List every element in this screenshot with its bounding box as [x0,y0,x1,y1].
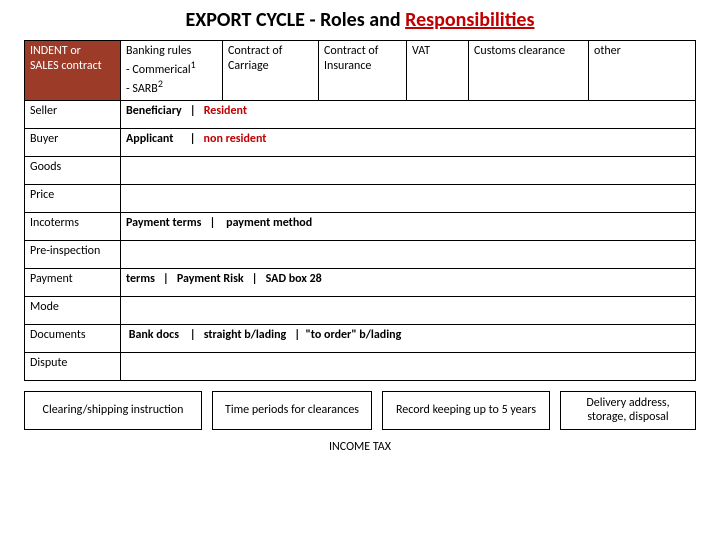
box-timeperiods: Time periods for clearances [212,391,372,430]
label-payment: Payment [25,269,121,297]
hdr-indent: INDENT orSALES contract [25,41,121,101]
cell-seller: Beneficiary | Resident [121,101,696,129]
row-incoterms: Incoterms Payment terms | payment method [25,213,696,241]
row-dispute: Dispute [25,353,696,381]
income-tax-label: INCOME TAX [24,440,696,454]
label-mode: Mode [25,297,121,325]
row-price: Price [25,185,696,213]
box-clearing: Clearing/shipping instruction [24,391,202,430]
row-documents: Documents Bank docs | straight b/lading … [25,325,696,353]
bottom-row: Clearing/shipping instruction Time perio… [24,391,696,430]
hdr-insurance: Contract ofInsurance [319,41,407,101]
row-buyer: Buyer Applicant | non resident [25,129,696,157]
cell-goods [121,157,696,185]
label-dispute: Dispute [25,353,121,381]
cell-price [121,185,696,213]
page-title: EXPORT CYCLE - Roles and Responsibilitie… [24,8,696,32]
cell-documents: Bank docs | straight b/lading | "to orde… [121,325,696,353]
hdr-banking: Banking rules - Commerical1 - SARB2 [121,41,223,101]
row-goods: Goods [25,157,696,185]
label-documents: Documents [25,325,121,353]
cell-preinspection [121,241,696,269]
roles-table: INDENT orSALES contract Banking rules - … [24,40,696,381]
box-recordkeeping: Record keeping up to 5 years [382,391,550,430]
cell-dispute [121,353,696,381]
title-pre: EXPORT CYCLE - Roles and [186,8,406,32]
row-preinspection: Pre-inspection [25,241,696,269]
hdr-customs: Customs clearance [469,41,589,101]
label-price: Price [25,185,121,213]
label-preinspection: Pre-inspection [25,241,121,269]
hdr-other: other [589,41,696,101]
cell-mode [121,297,696,325]
cell-incoterms: Payment terms | payment method [121,213,696,241]
label-incoterms: Incoterms [25,213,121,241]
row-seller: Seller Beneficiary | Resident [25,101,696,129]
cell-buyer: Applicant | non resident [121,129,696,157]
title-highlight: Responsibilities [405,8,534,32]
label-seller: Seller [25,101,121,129]
row-payment: Payment terms | Payment Risk | SAD box 2… [25,269,696,297]
cell-payment: terms | Payment Risk | SAD box 28 [121,269,696,297]
header-row: INDENT orSALES contract Banking rules - … [25,41,696,101]
hdr-carriage: Contract ofCarriage [223,41,319,101]
hdr-vat: VAT [407,41,469,101]
row-mode: Mode [25,297,696,325]
label-buyer: Buyer [25,129,121,157]
box-delivery: Delivery address, storage, disposal [560,391,696,430]
label-goods: Goods [25,157,121,185]
